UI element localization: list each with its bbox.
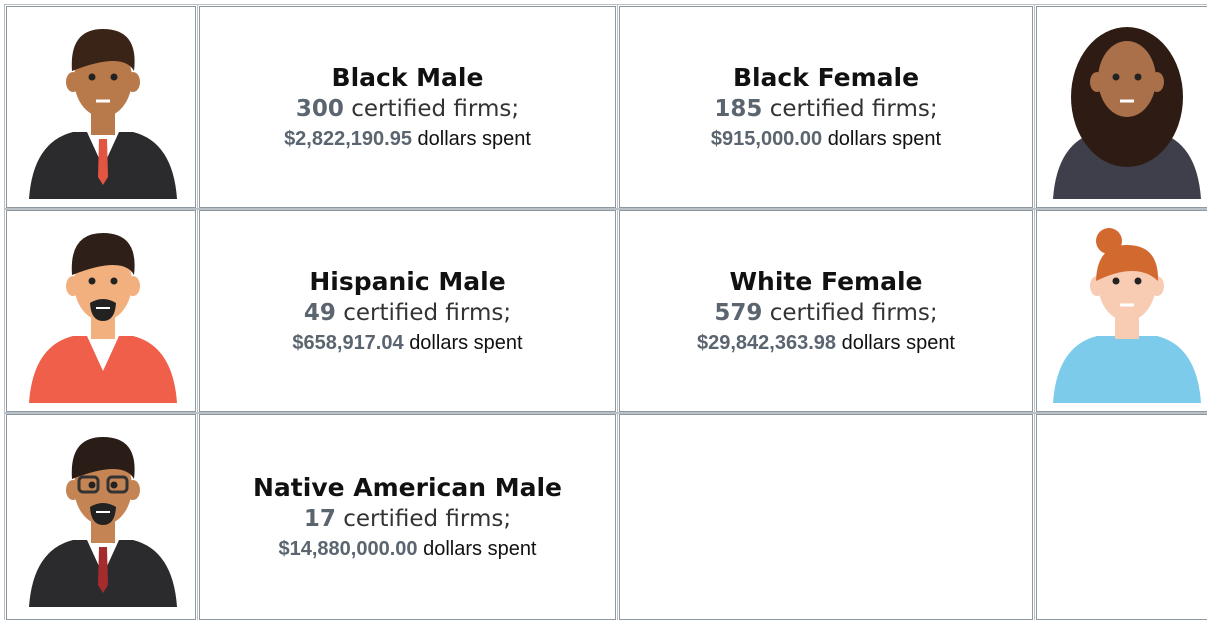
firm-count: 49 [304,300,336,326]
firm-count: 185 [714,96,762,122]
avatar-cell [6,210,196,412]
info-cell: Hispanic Male 49 certified firms; $658,917… [199,210,616,412]
group-title: Black Female [733,63,919,92]
info-cell: Black Male 300 certified firms; $2,822,190… [199,6,616,208]
avatar [7,7,197,207]
dollar-text: dollars spent [418,128,531,150]
dollars-line: $29,842,363.98 dollars spent [697,332,955,355]
empty-cell [619,414,1033,620]
dollars-line: $2,822,190.95 dollars spent [284,128,531,151]
group-title: Black Male [332,63,484,92]
dollar-text: dollars spent [842,332,955,354]
firm-text: certified firms; [343,506,511,532]
avatar [7,415,197,615]
avatar-cell [6,6,196,208]
firm-text: certified firms; [343,300,511,326]
dollars-line: $14,880,000.00 dollars spent [279,538,537,561]
avatar-cell [1036,6,1207,208]
dollar-amount: $2,822,190.95 [284,128,412,150]
avatar [7,211,197,411]
firm-text: certified firms; [770,300,938,326]
dollars-line: $915,000.00 dollars spent [711,128,941,151]
firms-line: 17 certified firms; [304,506,511,532]
firm-text: certified firms; [351,96,519,122]
info-cell: Black Female 185 certified firms; $915,000… [619,6,1033,208]
dollar-text: dollars spent [828,128,941,150]
firms-line: 185 certified firms; [714,96,937,122]
firm-count: 300 [296,96,344,122]
group-title: White Female [729,267,922,296]
firms-line: 579 certified firms; [714,300,937,326]
firm-text: certified firms; [770,96,938,122]
avatar [1037,211,1207,411]
info-cell: Native American Male 17 certified firms; $… [199,414,616,620]
group-title: Native American Male [253,473,562,502]
info-cell: White Female 579 certified firms; $29,842,… [619,210,1033,412]
empty-cell [1036,414,1207,620]
firm-count: 17 [304,506,336,532]
dollar-text: dollars spent [423,538,536,560]
page: Black Male 300 certified firms; $2,822,190… [0,0,1207,613]
avatar-cell [1036,210,1207,412]
dollar-text: dollars spent [409,332,522,354]
firms-line: 300 certified firms; [296,96,519,122]
avatar-cell [6,414,196,620]
firms-line: 49 certified firms; [304,300,511,326]
dollar-amount: $14,880,000.00 [279,538,418,560]
firm-count: 579 [714,300,762,326]
dollar-amount: $29,842,363.98 [697,332,836,354]
dollar-amount: $658,917.04 [292,332,403,354]
group-title: Hispanic Male [309,267,505,296]
dollar-amount: $915,000.00 [711,128,822,150]
dollars-line: $658,917.04 dollars spent [292,332,522,355]
avatar [1037,7,1207,207]
